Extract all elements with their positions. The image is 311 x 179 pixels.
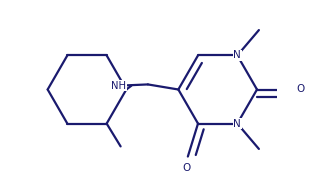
Text: O: O <box>183 163 191 173</box>
Text: N: N <box>234 118 241 129</box>
Text: O: O <box>297 84 305 95</box>
Text: NH: NH <box>111 81 126 91</box>
Text: N: N <box>234 50 241 61</box>
